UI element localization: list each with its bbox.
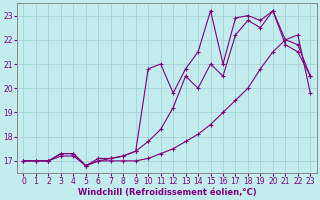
X-axis label: Windchill (Refroidissement éolien,°C): Windchill (Refroidissement éolien,°C) xyxy=(77,188,256,197)
